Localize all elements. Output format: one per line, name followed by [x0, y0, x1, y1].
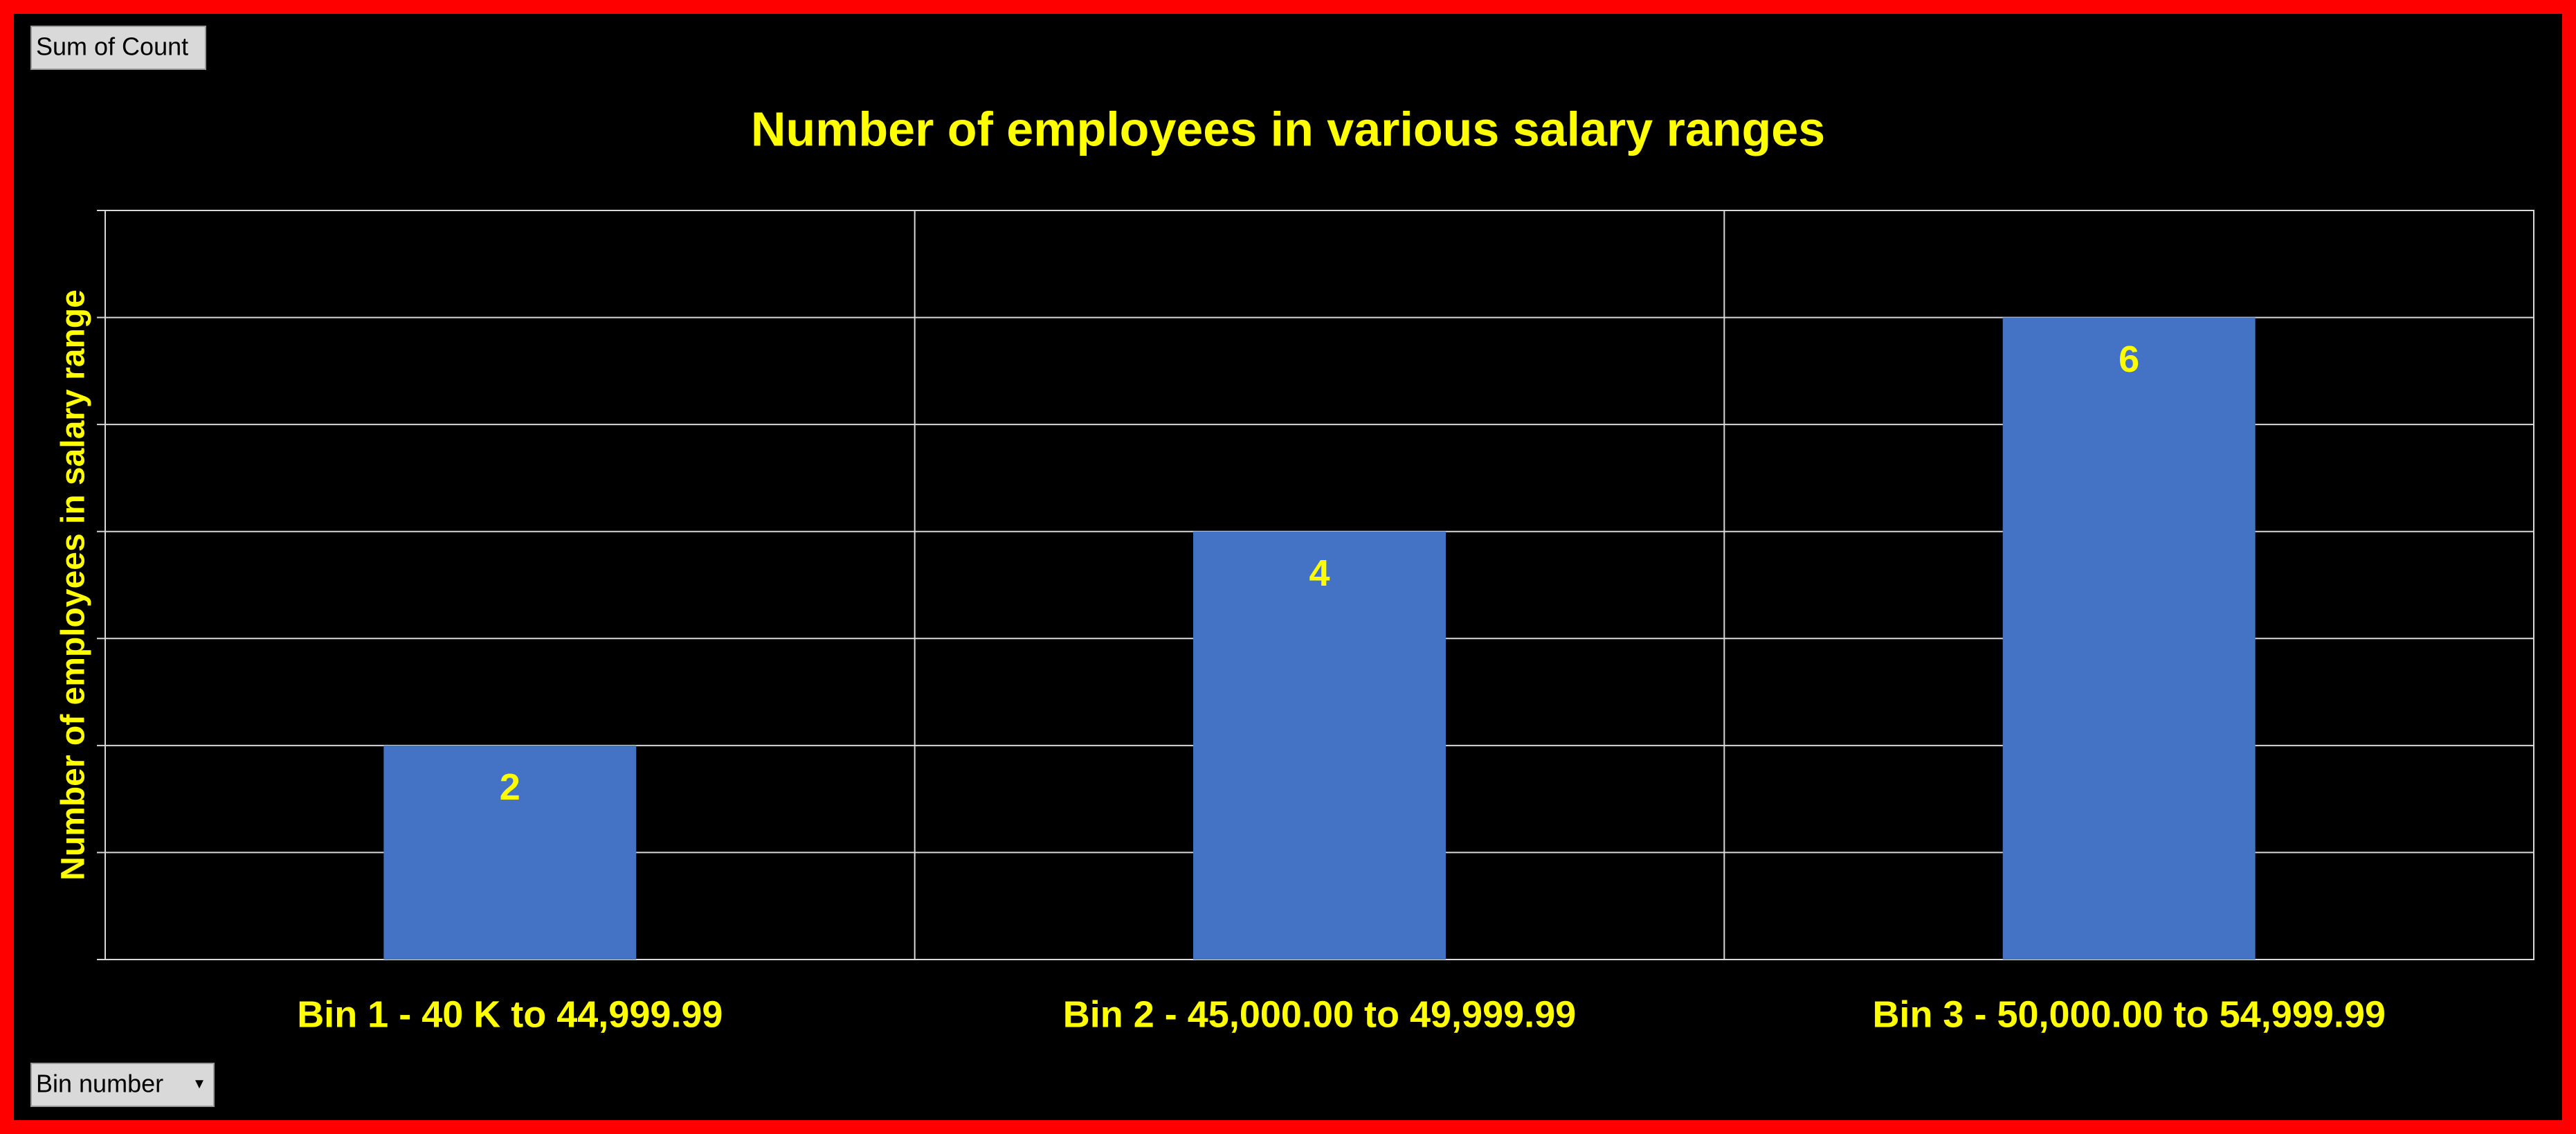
chart-title: Number of employees in various salary ra… [751, 102, 1825, 156]
button-box [30, 26, 206, 70]
x-tick-label: Bin 3 - 50,000.00 to 54,999.99 [1872, 993, 2385, 1035]
bar [383, 745, 637, 960]
value-field-button[interactable]: Sum of Count [30, 26, 206, 70]
data-label: 6 [2119, 339, 2139, 380]
dropdown-arrow[interactable]: ▾ [195, 1074, 203, 1092]
data-label: 4 [1309, 552, 1330, 594]
bar [1193, 531, 1446, 960]
button-box [30, 1063, 215, 1107]
button-label[interactable]: Sum of Count [36, 33, 188, 61]
axis-field-button[interactable]: Bin number ▾ [30, 1063, 215, 1107]
y-axis-label: Number of employees in salary range [55, 289, 92, 881]
bar [2002, 317, 2256, 960]
x-tick-label: Bin 1 - 40 K to 44,999.99 [297, 993, 723, 1035]
button-label[interactable]: Bin number [36, 1070, 163, 1098]
x-tick-label: Bin 2 - 45,000.00 to 49,999.99 [1063, 993, 1576, 1035]
data-label: 2 [500, 766, 520, 808]
